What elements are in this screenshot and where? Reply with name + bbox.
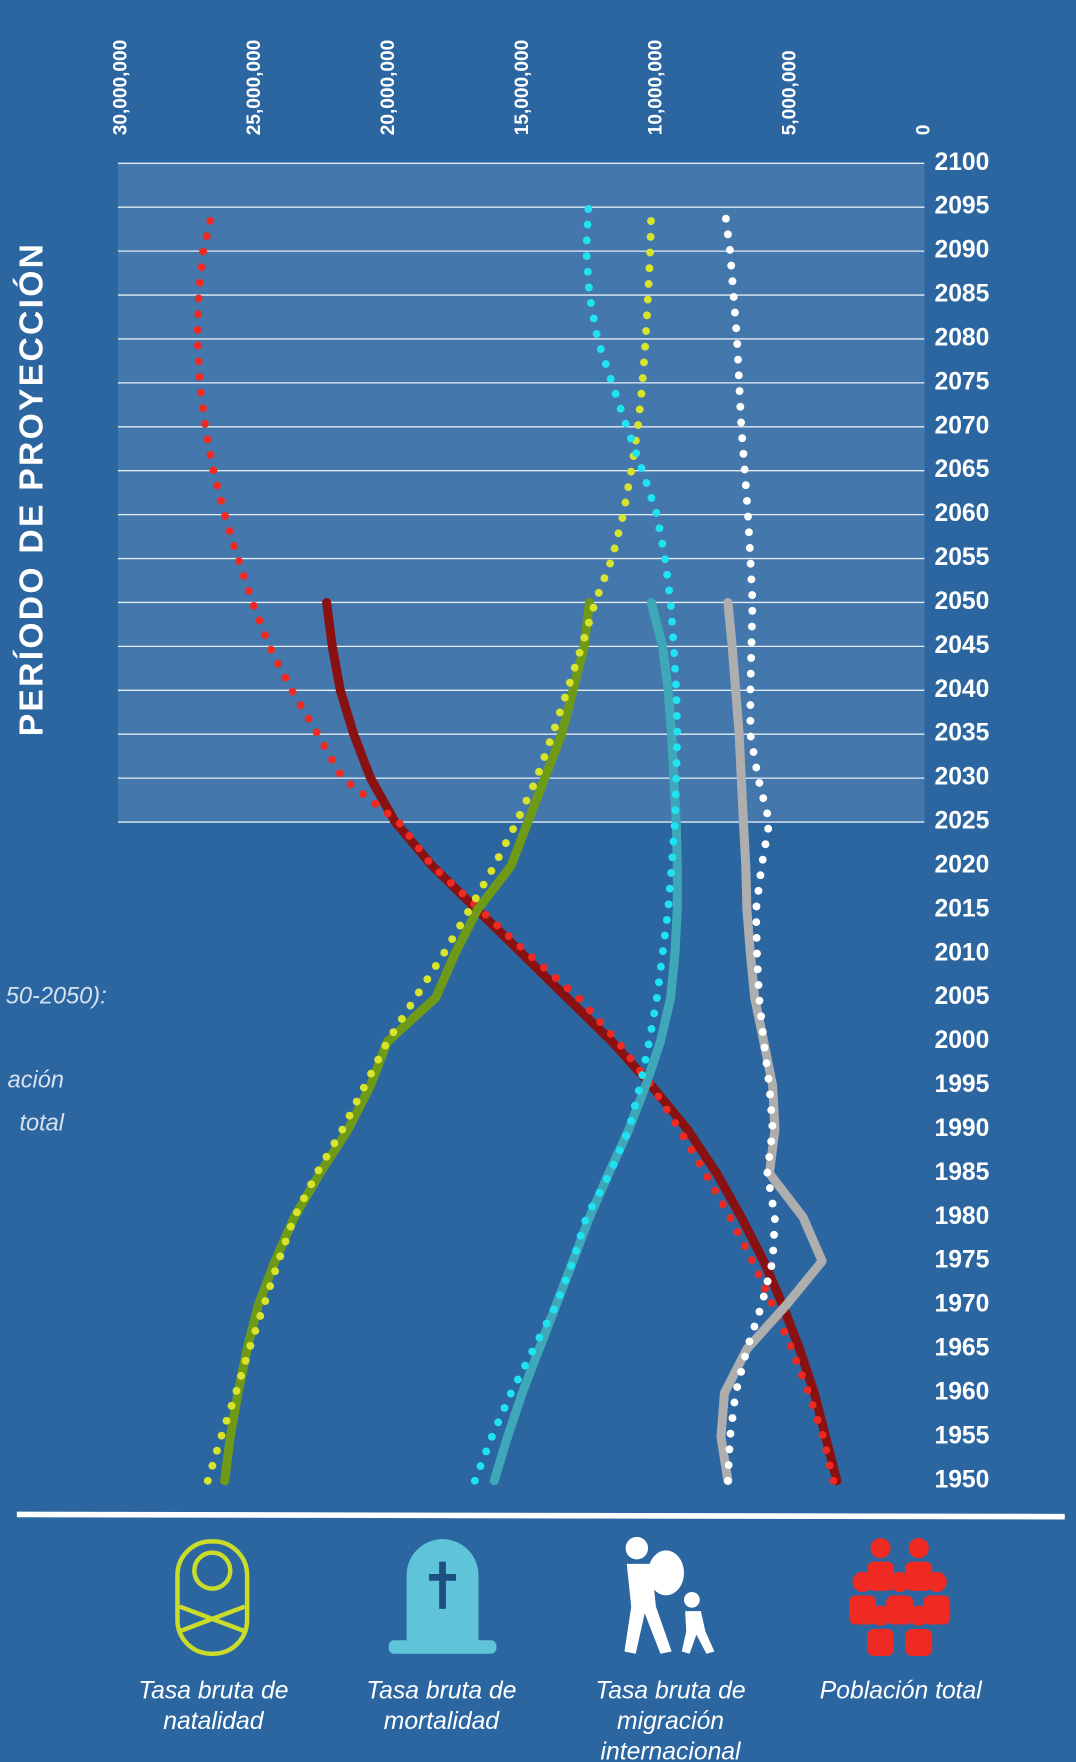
- y-tick-label: 1985: [934, 1159, 989, 1186]
- annotation: total: [19, 1109, 64, 1135]
- labels: 30,000,000 25,000,000 20,000,000 15,000,000…: [110, 40, 989, 1494]
- legend-label: Tasa bruta de: [595, 1678, 745, 1705]
- y-tick-label: 2015: [934, 895, 989, 922]
- icon-natalidad: [175, 1539, 250, 1656]
- y-tick-label: 2100: [934, 149, 989, 176]
- y-tick-label: 2025: [934, 808, 989, 835]
- x-tick-label: 25,000,000: [244, 40, 265, 135]
- y-tick-label: 2045: [934, 632, 989, 659]
- solid-line: [322, 597, 842, 1486]
- x-tick-label: 15,000,000: [512, 40, 533, 135]
- lines: [193, 203, 842, 1486]
- y-axis-title: PERÍODO DE PROYECCIÓN: [13, 242, 51, 737]
- y-tick-label: 1995: [934, 1071, 989, 1098]
- solid-line: [489, 597, 682, 1486]
- legend-label: internacional: [601, 1738, 743, 1762]
- dotted-line: [470, 203, 682, 1485]
- icon-migracion: [624, 1536, 715, 1654]
- legend-label: Tasa bruta de: [138, 1678, 288, 1705]
- y-tick-label: 2000: [934, 1027, 989, 1054]
- y-tick-label: 2050: [934, 588, 989, 615]
- baseline: [16, 1511, 1065, 1520]
- icon-mortalidad: [388, 1539, 497, 1654]
- y-tick-label: 1990: [934, 1115, 989, 1142]
- y-tick-label: 2005: [934, 983, 989, 1010]
- x-tick-label: 0: [913, 125, 934, 136]
- y-tick-label: 1960: [934, 1378, 989, 1405]
- y-tick-label: 1975: [934, 1247, 989, 1274]
- annotation: 50-2050):: [6, 982, 107, 1008]
- legend: Tasa bruta de natalidad Tasa bruta de morta…: [138, 1678, 983, 1762]
- solid-line: [716, 597, 827, 1486]
- y-tick-label: 1980: [934, 1203, 989, 1230]
- y-tick-label: 2080: [934, 324, 989, 351]
- y-tick-label: 2035: [934, 720, 989, 747]
- y-tick-label: 2060: [934, 500, 989, 527]
- dotted-line: [203, 203, 656, 1485]
- dotted-line: [720, 203, 779, 1485]
- legend-label: Población total: [820, 1678, 983, 1705]
- y-tick-label: 2020: [934, 851, 989, 878]
- y-tick-label: 2065: [934, 456, 989, 483]
- x-tick-label: 10,000,000: [646, 40, 667, 135]
- legend-label: natalidad: [163, 1708, 264, 1735]
- projection-area: [117, 163, 925, 823]
- projection-band: [117, 163, 925, 823]
- x-tick-label: 30,000,000: [110, 40, 131, 135]
- y-tick-label: 2040: [934, 676, 989, 703]
- y-tick-label: 2030: [934, 764, 989, 791]
- annotation: ación: [8, 1067, 64, 1093]
- grid: [117, 162, 925, 823]
- y-tick-label: 1950: [934, 1466, 989, 1493]
- y-tick-label: 2095: [934, 193, 989, 220]
- y-tick-label: 1965: [934, 1335, 989, 1362]
- y-tick-label: 2075: [934, 368, 989, 395]
- y-tick-label: 2010: [934, 939, 989, 966]
- legend-label: migración: [617, 1708, 724, 1735]
- legend-label: mortalidad: [384, 1708, 501, 1735]
- icon-poblacion: [849, 1538, 951, 1656]
- y-tick-label: 2090: [934, 237, 989, 264]
- y-tick-label: 2055: [934, 544, 989, 571]
- y-tick-label: 2085: [934, 281, 989, 308]
- x-tick-label: 5,000,000: [780, 50, 801, 135]
- y-tick-label: 2070: [934, 412, 989, 439]
- y-tick-label: 1955: [934, 1422, 989, 1449]
- legend-label: Tasa bruta de: [366, 1678, 516, 1705]
- solid-line: [220, 597, 594, 1486]
- x-tick-label: 20,000,000: [378, 40, 399, 135]
- y-tick-label: 1970: [934, 1291, 989, 1318]
